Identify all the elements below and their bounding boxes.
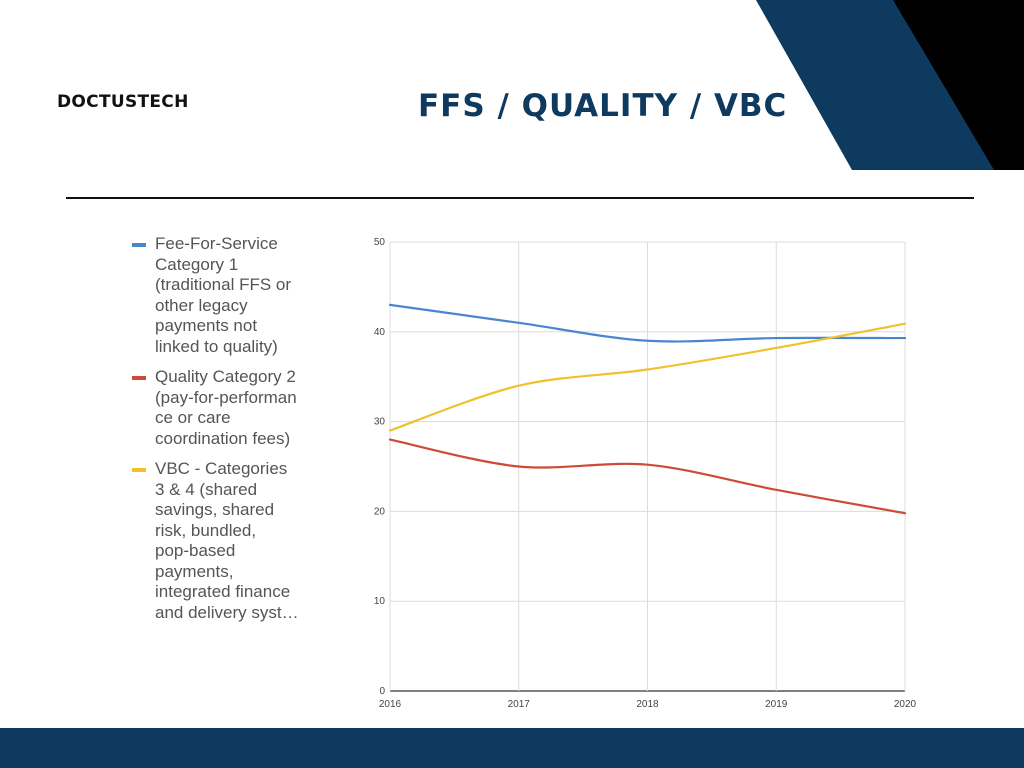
footer-bar [0, 728, 1024, 768]
black-corner-shape [893, 0, 1024, 170]
legend-item-quality: Quality Category 2 (pay-for-performan ce… [132, 367, 342, 449]
series-line-vbc [388, 322, 907, 432]
legend-label-quality: Quality Category 2 (pay-for-performan ce… [155, 367, 297, 448]
x-tick-label: 2018 [636, 699, 659, 710]
legend-swatch-vbc [132, 468, 146, 472]
series-line-quality [388, 438, 907, 515]
y-tick-label: 40 [374, 327, 386, 338]
brand-name: DOCTUSTECH [57, 92, 189, 112]
chart-legend: Fee-For-Service Category 1 (traditional … [132, 234, 342, 633]
title-divider [66, 197, 974, 199]
x-tick-label: 2019 [765, 699, 788, 710]
x-tick-label: 2016 [379, 699, 402, 710]
line-chart: 0 10 20 30 40 50 2016 2017 2018 2019 2020 [374, 237, 917, 710]
legend-swatch-ffs [132, 243, 146, 247]
slide-title: FFS / QUALITY / VBC [418, 88, 788, 124]
legend-swatch-quality [132, 376, 146, 380]
y-tick-label: 20 [374, 506, 386, 517]
y-tick-label: 50 [374, 237, 386, 248]
legend-item-vbc: VBC - Categories 3 & 4 (shared savings, … [132, 459, 342, 623]
legend-item-ffs: Fee-For-Service Category 1 (traditional … [132, 234, 342, 357]
legend-label-ffs: Fee-For-Service Category 1 (traditional … [155, 234, 292, 356]
y-tick-label: 0 [379, 686, 385, 697]
x-tick-label: 2017 [508, 699, 531, 710]
y-tick-label: 10 [374, 596, 386, 607]
legend-label-vbc: VBC - Categories 3 & 4 (shared savings, … [155, 459, 299, 622]
y-tick-label: 30 [374, 417, 386, 428]
x-tick-label: 2020 [894, 699, 917, 710]
series-line-ffs [388, 303, 907, 343]
corner-decoration [756, 0, 1024, 170]
